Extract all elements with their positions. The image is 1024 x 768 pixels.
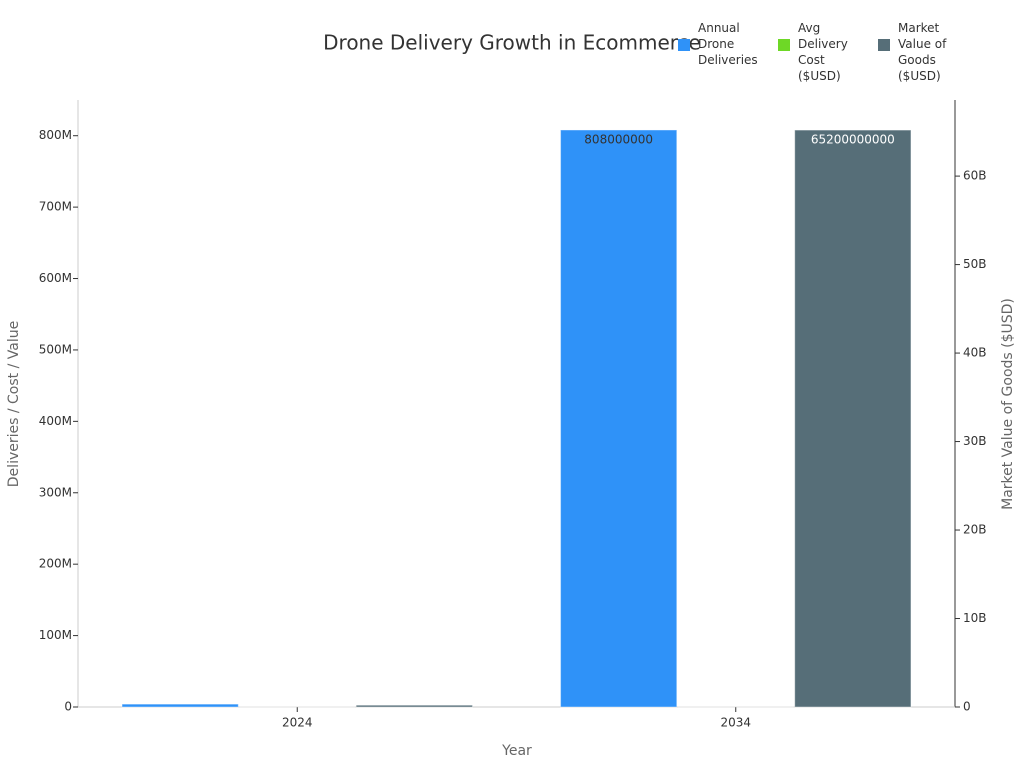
x-axis-title: Year bbox=[501, 743, 532, 759]
y2-tick-label: 40B bbox=[963, 346, 987, 360]
chart-title: Drone Delivery Growth in Ecommerce bbox=[323, 31, 701, 55]
y-tick-label: 0 bbox=[64, 700, 72, 714]
legend-label: Annual Drone Deliveries bbox=[698, 21, 758, 67]
y-tick-label: 100M bbox=[39, 628, 72, 642]
y-tick-label: 300M bbox=[39, 485, 72, 499]
y-tick-label: 700M bbox=[39, 200, 72, 214]
bar bbox=[355, 704, 473, 708]
legend-item: Annual Drone Deliveries bbox=[676, 20, 776, 84]
legend: Annual Drone Deliveries Avg Delivery Cost… bbox=[676, 20, 976, 84]
legend-label: Avg Delivery Cost ($USD) bbox=[798, 21, 848, 83]
y2-tick-label: 60B bbox=[963, 169, 987, 183]
bar bbox=[121, 703, 239, 708]
y2-tick-label: 10B bbox=[963, 611, 987, 625]
legend-swatch bbox=[678, 39, 690, 51]
x-tick-label: 2034 bbox=[720, 716, 751, 730]
y-tick-label: 200M bbox=[39, 557, 72, 571]
y2-tick-label: 0 bbox=[963, 700, 971, 714]
x-tick-label: 2024 bbox=[282, 716, 313, 730]
y-axis-title: Deliveries / Cost / Value bbox=[6, 321, 22, 487]
legend-swatch bbox=[878, 39, 890, 51]
y2-tick-label: 50B bbox=[963, 257, 987, 271]
y-tick-label: 600M bbox=[39, 271, 72, 285]
legend-swatch bbox=[778, 39, 790, 51]
y2-tick-label: 20B bbox=[963, 523, 987, 537]
bar bbox=[794, 129, 912, 708]
y-tick-label: 400M bbox=[39, 414, 72, 428]
y2-axis-title: Market Value of Goods ($USD) bbox=[1000, 298, 1016, 510]
legend-item: Avg Delivery Cost ($USD) bbox=[776, 20, 876, 84]
legend-item: Market Value of Goods ($USD) bbox=[876, 20, 976, 84]
y-tick-label: 800M bbox=[39, 128, 72, 142]
y2-tick-label: 30B bbox=[963, 434, 987, 448]
y-tick-label: 500M bbox=[39, 342, 72, 356]
data-label: 65200000000 bbox=[811, 133, 895, 147]
bar bbox=[560, 129, 678, 708]
data-label: 808000000 bbox=[584, 132, 653, 146]
legend-label: Market Value of Goods ($USD) bbox=[898, 21, 947, 83]
